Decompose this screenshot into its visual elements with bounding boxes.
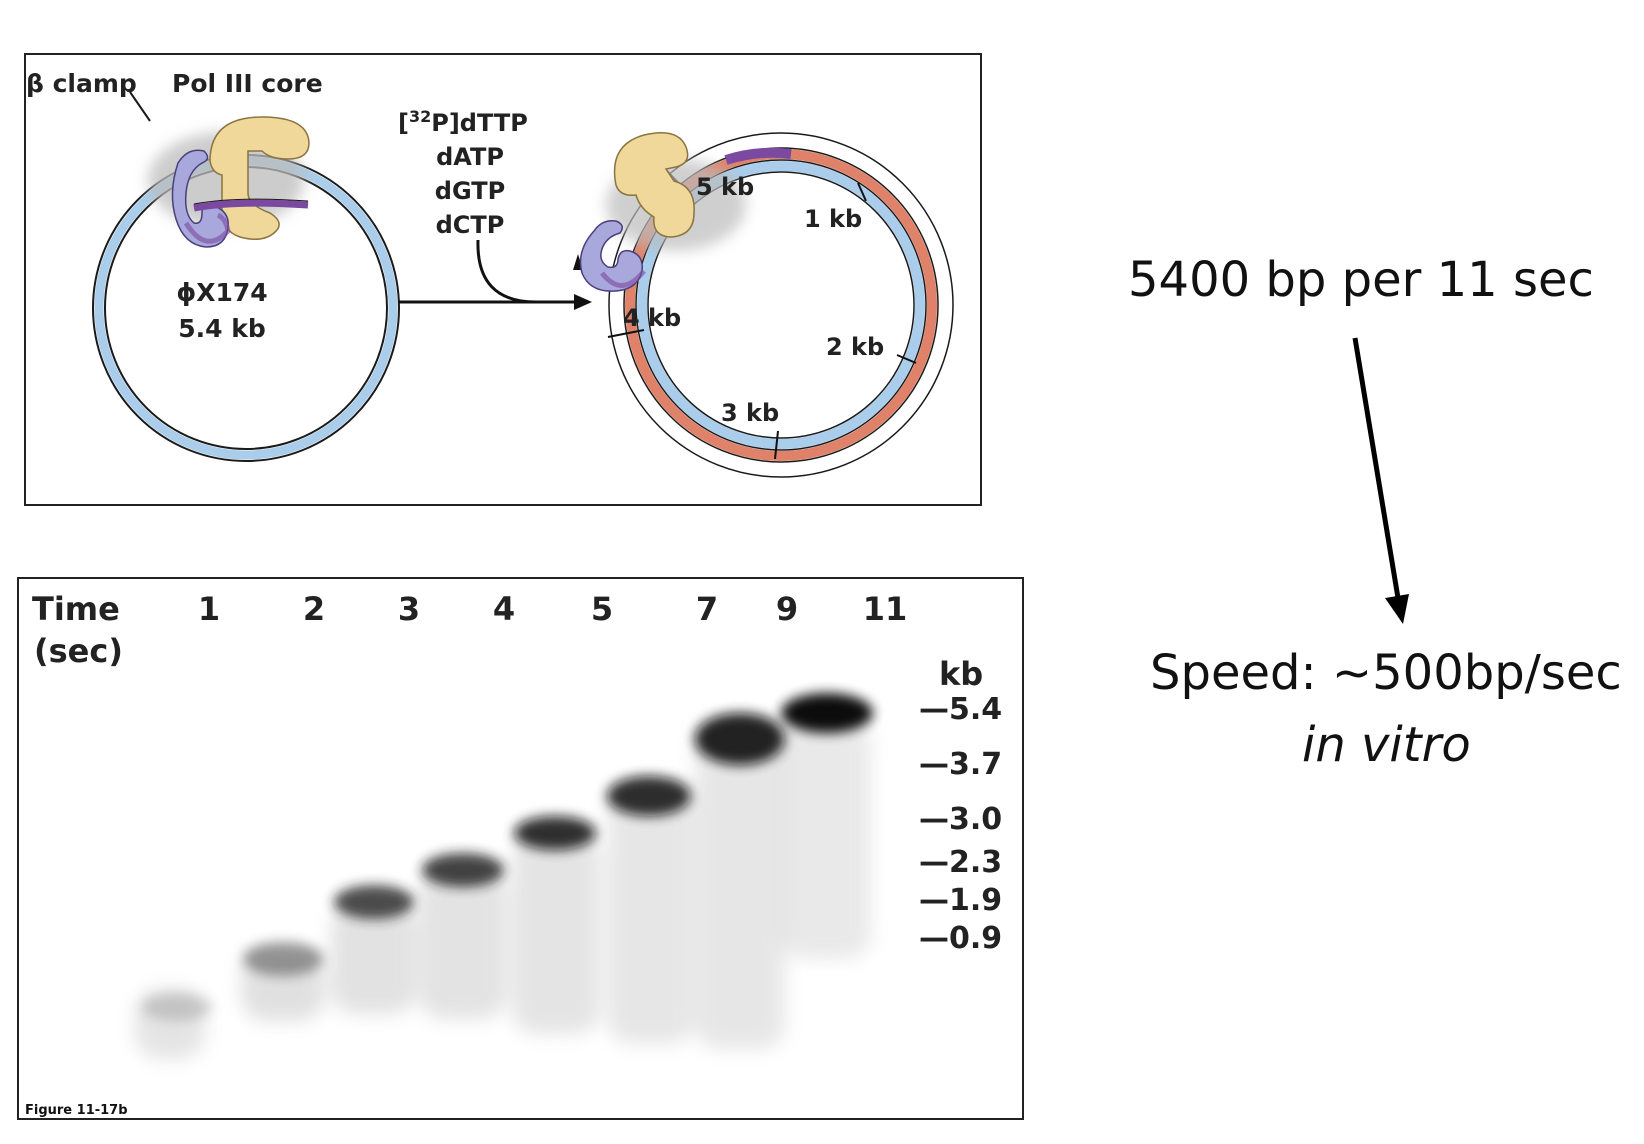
size-marker: —3.0 bbox=[919, 802, 1002, 837]
band-lane-6 bbox=[607, 776, 691, 816]
band-lane-1 bbox=[142, 993, 212, 1021]
lane-label: 1 bbox=[198, 590, 220, 628]
smear-lane-4 bbox=[419, 869, 507, 1019]
dctp-label: dCTP bbox=[436, 211, 505, 239]
gel-bands bbox=[135, 693, 873, 1059]
size-marker: —2.3 bbox=[919, 845, 1002, 880]
kb-mark-2: 2 kb bbox=[826, 333, 884, 361]
dgtp-label: dGTP bbox=[435, 177, 505, 205]
nucleotide-list: [32P]dTTP dATP dGTP dCTP bbox=[398, 107, 528, 239]
kb-mark-1: 1 kb bbox=[804, 205, 862, 233]
smear-lane-7 bbox=[695, 719, 785, 1049]
size-marker: —1.9 bbox=[919, 883, 1002, 918]
lane-label: 7 bbox=[696, 590, 718, 628]
lane-label: 5 bbox=[591, 590, 613, 628]
dttp-label: [32P]dTTP bbox=[398, 107, 528, 137]
kb-mark-5: 5 kb bbox=[696, 173, 754, 201]
gel-lane-8 bbox=[781, 693, 873, 959]
band-lane-4 bbox=[422, 853, 504, 887]
lane-label: 2 bbox=[303, 590, 325, 628]
beta-clamp-leader-line bbox=[129, 91, 151, 122]
gel-lane-4 bbox=[419, 853, 507, 1019]
pol-iii-core-label: Pol III core bbox=[172, 69, 323, 98]
gel-panel: Time (sec) 1 2 3 4 5 7 9 11 kb bbox=[17, 577, 1024, 1120]
band-lane-5 bbox=[514, 816, 596, 850]
gel-lane-1 bbox=[135, 989, 212, 1059]
size-markers: —5.4 —3.7 —3.0 —2.3 —1.9 —0.9 bbox=[919, 692, 1002, 956]
smear-lane-8 bbox=[781, 719, 871, 959]
lane-label: 3 bbox=[398, 590, 420, 628]
smear-lane-5 bbox=[512, 834, 600, 1034]
band-lane-3 bbox=[334, 885, 414, 919]
diagram-canvas: β clamp Pol III core ϕX174 5.4 kb [32P]d… bbox=[26, 69, 954, 478]
smear-lane-3 bbox=[331, 904, 417, 1014]
lane-labels: 1 2 3 4 5 7 9 11 bbox=[198, 590, 907, 628]
gel-lane-3 bbox=[331, 885, 417, 1014]
lane-label: 9 bbox=[776, 590, 798, 628]
smear-lane-6 bbox=[607, 784, 695, 1044]
size-marker: —0.9 bbox=[919, 921, 1002, 956]
product-circle-right bbox=[573, 132, 954, 478]
band-lane-2 bbox=[243, 942, 323, 976]
datp-label: dATP bbox=[436, 143, 504, 171]
gel-lane-7 bbox=[695, 713, 785, 1049]
figure-label: Figure 11-17b bbox=[25, 1103, 128, 1118]
beta-clamp-right bbox=[579, 219, 646, 292]
condition-annotation: in vitro bbox=[1302, 717, 1471, 773]
phage-name: ϕX174 bbox=[176, 278, 267, 307]
band-lane-7 bbox=[695, 713, 785, 765]
primer-left bbox=[193, 199, 309, 212]
kb-unit-label: kb bbox=[939, 655, 983, 693]
gel-lane-5 bbox=[512, 816, 600, 1034]
lane-label: 11 bbox=[863, 590, 908, 628]
progress-outer-arc bbox=[608, 132, 954, 478]
gel-lane-6 bbox=[607, 776, 695, 1044]
kb-mark-3: 3 kb bbox=[721, 399, 779, 427]
replication-diagram: β clamp Pol III core ϕX174 5.4 kb [32P]d… bbox=[24, 53, 982, 506]
speed-annotation: Speed: ~500bp/sec bbox=[1150, 645, 1622, 701]
kb-mark-4: 4 kb bbox=[623, 304, 681, 332]
reaction-arrow bbox=[398, 239, 592, 310]
rate-annotation: 5400 bp per 11 sec bbox=[1128, 252, 1594, 308]
size-marker: —5.4 bbox=[919, 692, 1002, 727]
template-strand-right bbox=[637, 161, 925, 449]
beta-clamp-label: β clamp bbox=[26, 69, 137, 98]
rate-arrow bbox=[1352, 337, 1409, 624]
primer-right bbox=[724, 147, 792, 165]
gel-canvas: Time (sec) 1 2 3 4 5 7 9 11 kb bbox=[32, 590, 1002, 1059]
band-lane-8 bbox=[781, 693, 873, 733]
gel-lane-2 bbox=[241, 942, 325, 1021]
lane-label: 4 bbox=[493, 590, 515, 628]
pol-iii-core-right bbox=[613, 132, 695, 238]
phage-size: 5.4 kb bbox=[178, 314, 266, 343]
size-marker: —3.7 bbox=[919, 747, 1002, 782]
beta-clamp-left bbox=[171, 149, 231, 248]
time-label: Time bbox=[32, 590, 120, 628]
time-unit-label: (sec) bbox=[34, 632, 123, 670]
